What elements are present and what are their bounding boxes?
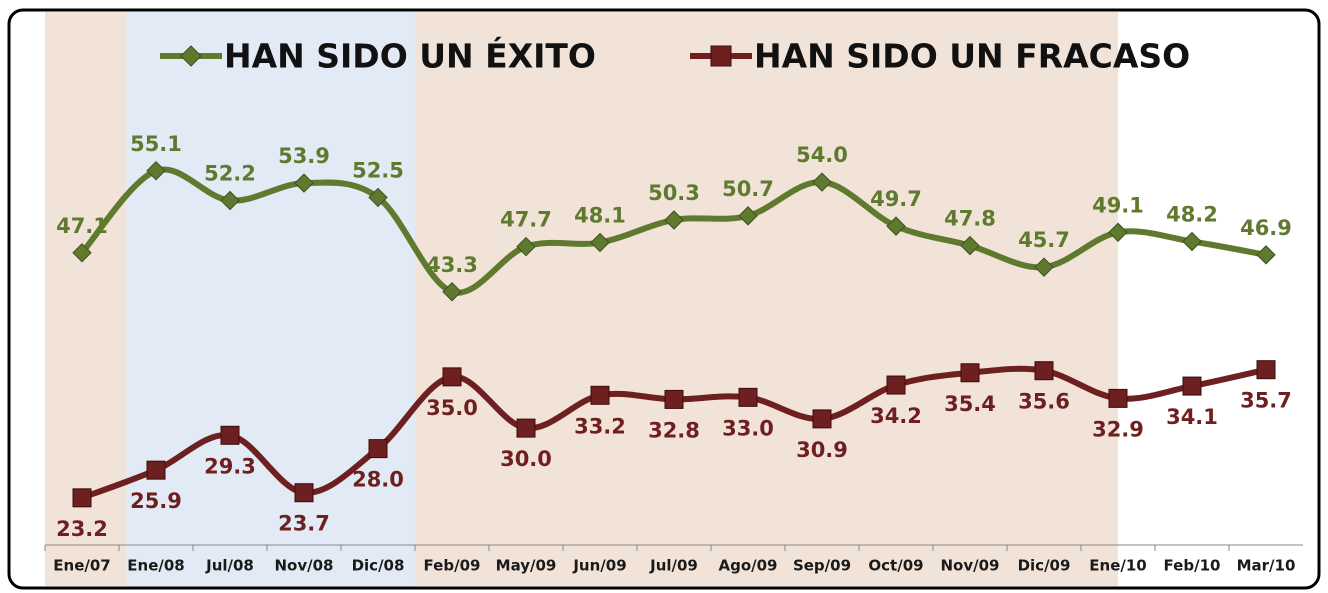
data-label: 48.1 [574, 204, 626, 228]
marker [516, 418, 536, 438]
marker [960, 363, 980, 383]
data-label: 35.4 [944, 392, 996, 416]
legend-marker [180, 45, 202, 67]
marker [294, 483, 314, 503]
x-tick-label: Ene/08 [127, 557, 184, 575]
marker [738, 387, 758, 407]
marker [1256, 245, 1276, 265]
data-label: 49.1 [1092, 193, 1144, 217]
data-label: 52.5 [352, 158, 404, 182]
data-label: 32.8 [648, 418, 700, 442]
marker [220, 190, 240, 211]
data-label: 34.1 [1166, 405, 1218, 429]
marker [146, 460, 166, 480]
data-label: 55.1 [130, 132, 182, 156]
x-tick-label: Dic/09 [1018, 557, 1071, 575]
x-tick-label: Oct/09 [868, 557, 923, 575]
data-label: 34.2 [870, 404, 922, 428]
data-label: 47.1 [56, 214, 108, 238]
x-tick-label: Jul/09 [649, 557, 698, 575]
series-line [79, 166, 1267, 296]
data-label: 32.9 [1092, 417, 1144, 441]
data-label: 53.9 [278, 144, 330, 168]
x-tick-label: Ago/09 [718, 557, 777, 575]
data-label: 35.7 [1240, 389, 1292, 413]
data-label: 23.7 [278, 512, 330, 536]
x-tick-label: Feb/09 [424, 557, 481, 575]
data-label: 54.0 [796, 143, 848, 167]
x-tick-label: May/09 [496, 557, 557, 575]
marker [664, 389, 684, 409]
x-tick-label: Nov/09 [941, 557, 1000, 575]
data-label: 33.2 [574, 414, 626, 438]
x-tick-label: Feb/10 [1164, 557, 1221, 575]
x-tick-label: Ene/10 [1089, 557, 1146, 575]
x-tick-label: Nov/08 [275, 557, 334, 575]
data-label: 33.0 [722, 416, 774, 440]
marker [886, 216, 906, 236]
marker [368, 187, 388, 208]
x-tick-label: Dic/08 [352, 557, 405, 575]
marker [368, 439, 388, 459]
data-label: 43.3 [426, 253, 478, 277]
band-shade [415, 12, 1118, 586]
marker [1256, 360, 1276, 380]
data-label: 30.9 [796, 438, 848, 462]
marker [442, 367, 462, 387]
band-shade [126, 12, 416, 586]
data-label: 28.0 [352, 468, 404, 492]
data-label: 47.8 [944, 207, 996, 231]
marker [812, 409, 832, 429]
data-label: 29.3 [204, 454, 256, 478]
marker [1108, 222, 1128, 242]
data-label: 23.2 [56, 517, 108, 541]
marker [442, 282, 462, 302]
data-label: 25.9 [130, 489, 182, 513]
x-tick-label: Jun/09 [572, 557, 626, 575]
marker [812, 172, 832, 192]
marker [960, 235, 980, 256]
background [45, 12, 1118, 586]
marker [590, 385, 610, 405]
marker [1182, 376, 1202, 396]
series-line [80, 365, 1267, 501]
data-label: 47.7 [500, 208, 552, 232]
x-tick-label: Sep/09 [793, 557, 851, 575]
marker [738, 206, 758, 226]
data-label: 49.7 [870, 187, 922, 211]
data-label: 52.2 [204, 162, 256, 186]
marker [220, 425, 240, 445]
x-tick-label: Mar/10 [1237, 557, 1296, 575]
marker [1034, 257, 1054, 277]
marker [516, 236, 536, 257]
marker [1034, 361, 1054, 381]
data-label: 48.2 [1166, 203, 1218, 227]
marker [294, 173, 314, 193]
data-label: 35.6 [1018, 390, 1070, 414]
marker [1108, 388, 1128, 408]
marker [72, 488, 92, 508]
legend-label: HAN SIDO UN ÉXITO [224, 36, 596, 76]
data-label: 35.0 [426, 396, 478, 420]
marker [590, 232, 610, 253]
data-label: 30.0 [500, 447, 552, 471]
data-label: 45.7 [1018, 228, 1070, 252]
frame [7, 8, 1321, 590]
marker [146, 161, 166, 181]
marker [1182, 231, 1202, 252]
x-tick-label: Ene/07 [53, 557, 110, 575]
marker [664, 210, 684, 230]
x-tick-label: Jul/08 [205, 557, 254, 575]
marker [72, 243, 92, 263]
legend-marker [710, 45, 732, 67]
marker [886, 375, 906, 395]
data-label: 46.9 [1240, 216, 1292, 240]
data-label: 50.3 [648, 181, 700, 205]
legend-label: HAN SIDO UN FRACASO [754, 37, 1190, 76]
data-label: 50.7 [722, 177, 774, 201]
